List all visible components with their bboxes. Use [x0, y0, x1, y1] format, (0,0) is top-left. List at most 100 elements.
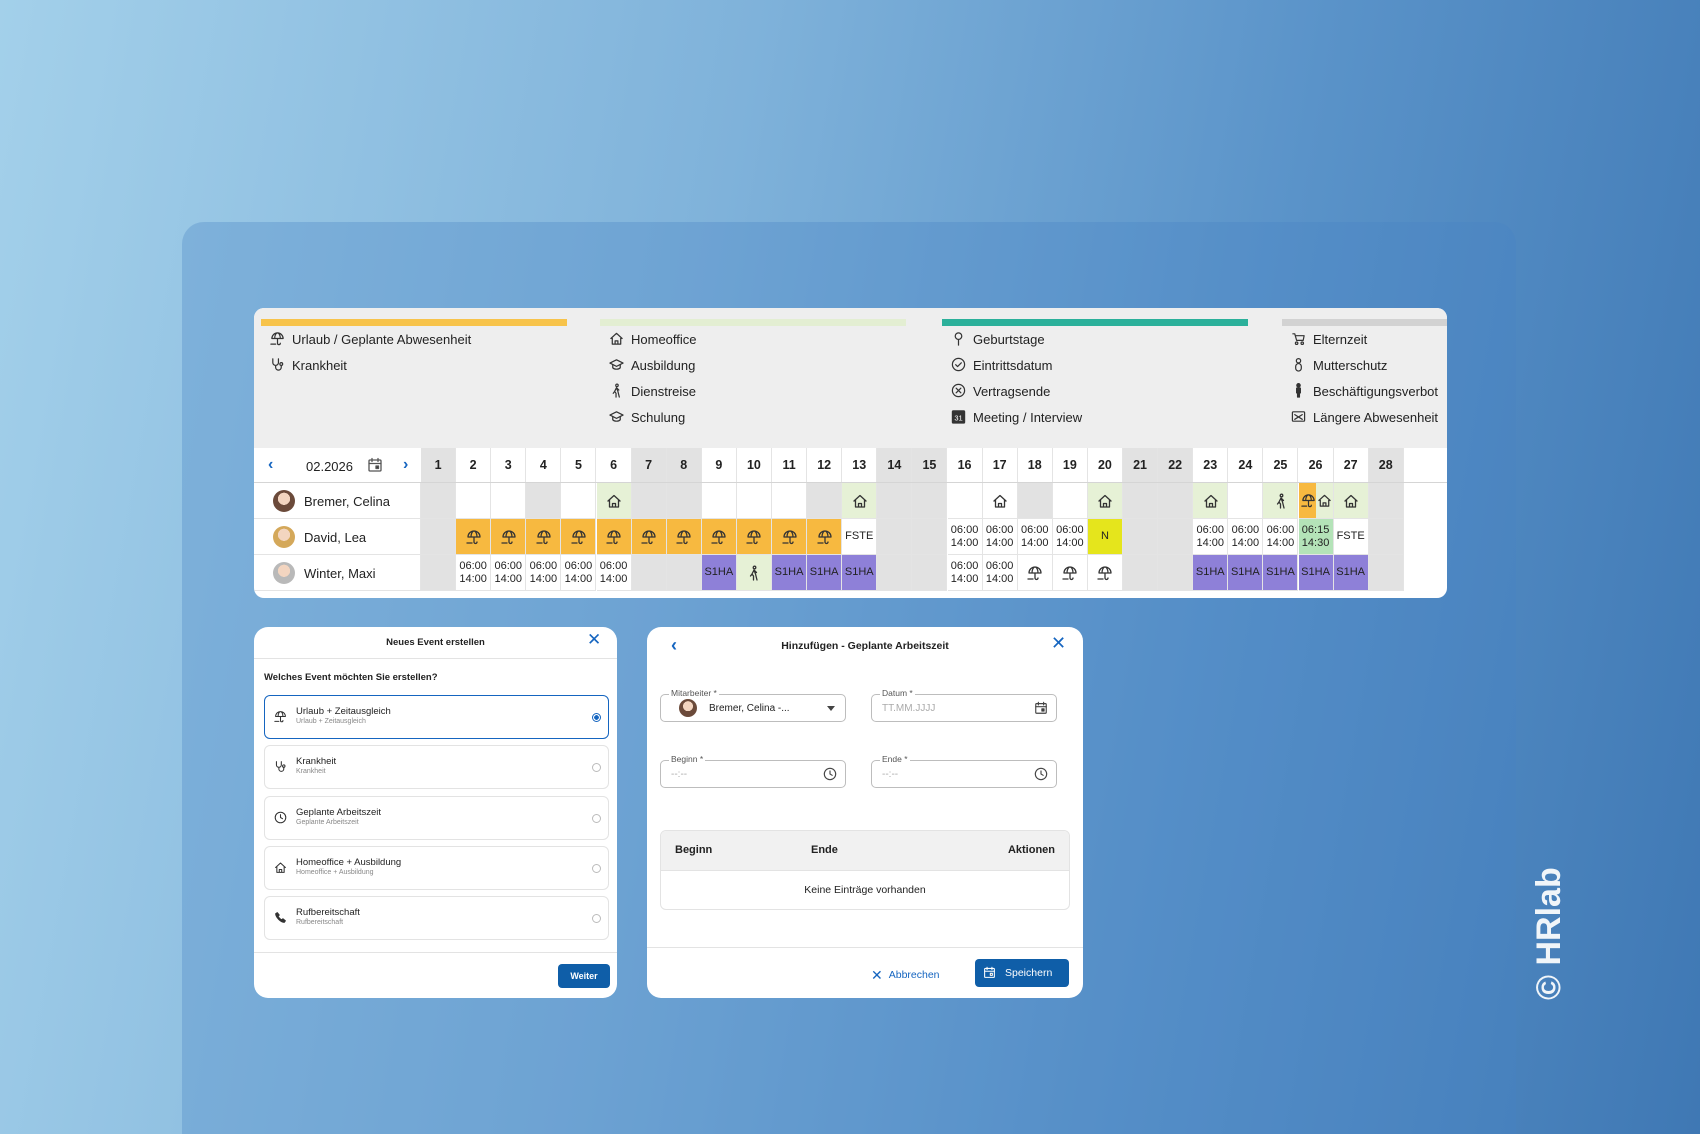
day-cell	[877, 519, 913, 555]
form-field[interactable]: Beginn * --:--	[660, 754, 846, 788]
cell-text: 14:00	[1196, 536, 1224, 549]
form-field[interactable]: Datum * TT.MM.JJJJ	[871, 688, 1057, 722]
day-cell	[561, 483, 597, 519]
event-option[interactable]: Krankheit Krankheit	[264, 745, 609, 790]
event-option[interactable]: Rufbereitschaft Rufbereitschaft	[264, 896, 609, 941]
cell-text: 14:00	[529, 572, 558, 585]
icon-cal31: 31	[951, 410, 966, 424]
icon-umbrella	[1300, 494, 1315, 508]
icon-stroller	[1292, 333, 1305, 346]
next-month[interactable]: ›	[403, 456, 409, 473]
icon-umbrella	[641, 530, 656, 545]
icon-umbrella	[781, 530, 797, 545]
event-cell: 06:00 14:00	[947, 519, 983, 555]
icon-umbrella	[606, 530, 621, 545]
icon-umbrella	[1097, 566, 1113, 581]
icon-umbrella	[816, 530, 832, 545]
legend-icon	[270, 331, 286, 347]
cell-text: 14:00	[950, 572, 979, 585]
cell-text: 06:00	[599, 559, 628, 572]
question: Welches Event möchten Sie erstellen?	[264, 672, 438, 683]
close-button[interactable]: ✕	[1051, 633, 1067, 653]
radio[interactable]	[592, 713, 601, 722]
name-cell	[254, 555, 421, 591]
table-header-cell: Ende	[811, 844, 838, 856]
legend-item: Homeoffice	[609, 330, 899, 348]
icon-pin	[954, 332, 963, 346]
day-header: 26	[1298, 448, 1334, 482]
icon-cal	[368, 457, 382, 472]
day-cell	[631, 483, 667, 519]
legend-icon	[609, 331, 625, 347]
option-sublabel: Homeoffice + Ausbildung	[296, 868, 374, 876]
calendar-card: Urlaub / Geplante Abwesenheit Krankheit Ho…	[254, 308, 1447, 598]
option-label: Geplante Arbeitszeit	[296, 806, 382, 818]
legend	[254, 308, 1447, 448]
radio[interactable]	[592, 813, 601, 823]
legend-item: Elternzeit	[1291, 330, 1447, 348]
legend-item: Krankheit	[270, 356, 560, 374]
back-button[interactable]: ‹	[671, 635, 677, 655]
day-cell	[421, 519, 457, 555]
event-cell: 06:00 14:00	[561, 555, 597, 591]
day-header: 18	[1017, 448, 1053, 482]
grid-header-line	[254, 482, 1447, 483]
avatar	[273, 490, 295, 512]
save-button[interactable]: Speichern	[975, 959, 1069, 987]
event-cell	[526, 519, 562, 555]
legend-item: Eintrittsdatum	[951, 356, 1241, 374]
day-cell	[877, 555, 913, 591]
icon-umbrella	[274, 711, 286, 723]
day-cell	[701, 483, 737, 519]
form-field[interactable]: Mitarbeiter * Bremer, Celina -...	[660, 688, 846, 722]
worktime-dialog: ‹ Hinzufügen - Geplante Arbeitszeit ✕ Mitar…	[647, 627, 1083, 998]
close-button[interactable]: ✕	[587, 630, 602, 649]
option-label: Krankheit	[296, 756, 337, 768]
employee-name: Winter, Maxi	[304, 566, 376, 581]
day-cell	[1228, 483, 1264, 519]
prev-month[interactable]: ‹	[268, 456, 274, 473]
form-field[interactable]: Ende * --:--	[871, 754, 1057, 788]
event-option[interactable]: Geplante Arbeitszeit Geplante Arbeitszeit	[264, 795, 609, 840]
radio[interactable]	[592, 914, 601, 924]
name-cell	[254, 483, 421, 519]
radio[interactable]	[592, 863, 601, 873]
option-sublabel: Urlaub + Zeitausgleich	[296, 718, 366, 725]
cell-text: 06:00	[1196, 523, 1224, 536]
day-cell	[912, 519, 948, 555]
header-line	[254, 658, 617, 659]
event-cell: S1HA	[701, 555, 737, 591]
event-cell: S1HA	[807, 555, 843, 591]
icon-umbrella	[1062, 566, 1077, 581]
day-cell	[1052, 483, 1088, 519]
event-option[interactable]: Urlaub + Zeitausgleich Urlaub + Zeitausgl…	[264, 695, 609, 739]
event-cell: S1HA	[1298, 555, 1334, 591]
legend-icon	[951, 357, 967, 373]
icon-steth	[272, 358, 284, 371]
cell-text: S1HA	[704, 566, 734, 578]
icon-home	[1344, 494, 1358, 508]
legend-icon	[609, 409, 625, 425]
day-cell	[877, 483, 913, 519]
event-cell	[456, 519, 492, 555]
dropdown-arrow	[827, 706, 835, 711]
day-cell	[421, 483, 457, 519]
next-button[interactable]: Weiter	[558, 964, 610, 988]
day-cell	[666, 555, 702, 591]
cancel-button[interactable]: ✕ Abbrechen	[871, 966, 940, 984]
day-header: 14	[877, 448, 913, 482]
option-sublabel: Krankheit	[296, 768, 326, 776]
day-header: 20	[1087, 448, 1123, 482]
day-cell	[421, 555, 457, 591]
event-option[interactable]: Homeoffice + Ausbildung Homeoffice + Ausb…	[264, 845, 609, 890]
footer-line	[647, 947, 1083, 948]
avatar	[273, 526, 295, 548]
cell-text: 14:30	[1301, 536, 1330, 549]
cell-text: 14:00	[1266, 536, 1295, 549]
radio[interactable]	[592, 763, 601, 773]
event-cell	[561, 519, 597, 555]
day-cell	[1123, 519, 1159, 555]
event-cell	[701, 519, 737, 555]
event-cell: 06:00 14:00	[947, 555, 983, 591]
legend-label: Dienstreise	[631, 383, 697, 399]
